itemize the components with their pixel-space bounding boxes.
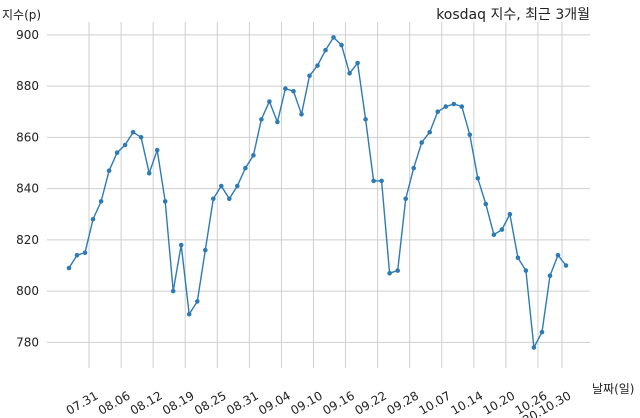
x-tick-label: 08.12 <box>128 388 165 417</box>
data-point <box>170 288 176 294</box>
y-tick-label: 860 <box>16 130 39 144</box>
data-point <box>203 247 208 253</box>
data-point <box>563 263 569 268</box>
x-tick-label: 09.16 <box>320 388 357 417</box>
x-tick-label: 09.04 <box>256 388 293 417</box>
data-point <box>106 168 112 173</box>
data-point <box>483 201 489 207</box>
data-point <box>243 165 248 171</box>
data-point <box>178 242 184 248</box>
x-tick-label: 10.20 <box>481 388 518 417</box>
data-point <box>547 273 553 279</box>
data-point <box>443 104 449 109</box>
data-point <box>90 217 96 222</box>
y-tick-label: 780 <box>16 335 39 349</box>
x-axis-ticks: 07.3108.0608.1208.1908.2508.3109.0409.10… <box>64 388 574 418</box>
data-point <box>283 86 288 91</box>
data-point <box>419 140 425 145</box>
data-point <box>114 150 120 155</box>
data-point <box>299 112 304 117</box>
data-point <box>307 73 312 79</box>
x-tick-label: 09.10 <box>288 388 325 417</box>
data-point <box>539 329 545 335</box>
y-axis-label: 지수(p) <box>2 8 42 22</box>
series-line <box>68 36 567 350</box>
y-axis-ticks: 780 800 820 840 860 880 900 <box>16 28 39 350</box>
data-point <box>411 165 417 171</box>
data-point <box>82 250 88 255</box>
data-point <box>339 42 344 48</box>
data-point <box>515 255 521 261</box>
data-point <box>475 176 481 181</box>
data-point <box>74 252 80 258</box>
data-point <box>186 311 192 317</box>
data-point <box>98 199 104 204</box>
data-point <box>146 170 152 176</box>
data-point <box>130 129 136 135</box>
grid <box>47 22 590 368</box>
y-tick-label: 820 <box>16 233 39 247</box>
data-point <box>523 268 529 273</box>
data-point <box>355 60 360 66</box>
data-point <box>507 211 513 217</box>
data-point <box>467 132 473 138</box>
data-point <box>531 345 537 350</box>
data-point <box>491 232 497 237</box>
data-point <box>403 196 409 202</box>
x-tick-label: 10.14 <box>449 388 486 417</box>
data-point <box>347 71 352 76</box>
x-axis-label: 날짜(일) <box>592 382 635 396</box>
x-tick-label: 08.25 <box>192 388 229 417</box>
data-point <box>227 196 232 202</box>
y-tick-label: 900 <box>16 28 39 42</box>
x-tick-label: 08.19 <box>160 388 197 417</box>
data-point <box>138 135 144 140</box>
data-point <box>154 147 160 153</box>
data-point <box>259 117 264 122</box>
data-point <box>323 47 328 53</box>
data-point <box>219 183 224 189</box>
data-point <box>395 268 401 273</box>
data-point <box>66 265 72 271</box>
data-point <box>379 178 384 184</box>
y-tick-label: 800 <box>16 284 39 298</box>
data-point <box>331 35 336 40</box>
x-tick-label: 07.31 <box>64 388 101 417</box>
data-point <box>162 199 168 204</box>
data-point <box>435 109 441 114</box>
data-point <box>267 99 272 104</box>
data-point <box>122 142 128 148</box>
data-point <box>427 129 433 135</box>
data-point <box>195 299 200 304</box>
data-point <box>211 196 216 202</box>
x-tick-label: 10.07 <box>416 388 453 417</box>
series-points <box>66 35 569 350</box>
chart-title: kosdaq 지수, 최근 3개월 <box>436 7 590 23</box>
data-point <box>291 88 296 94</box>
data-point <box>371 178 376 184</box>
data-point <box>315 63 320 68</box>
x-tick-label: 08.06 <box>96 388 133 417</box>
data-point <box>363 117 368 122</box>
data-point <box>451 101 457 107</box>
data-point <box>275 119 280 125</box>
data-point <box>499 227 505 232</box>
data-point <box>251 153 256 158</box>
data-point <box>555 252 561 258</box>
y-tick-label: 880 <box>16 79 39 93</box>
data-point <box>459 104 465 109</box>
x-tick-label: 09.28 <box>384 388 421 417</box>
data-point <box>387 270 392 276</box>
x-tick-label: 08.31 <box>224 388 261 417</box>
data-point <box>235 183 240 189</box>
y-tick-label: 840 <box>16 182 39 196</box>
x-tick-label: 09.22 <box>352 388 389 417</box>
